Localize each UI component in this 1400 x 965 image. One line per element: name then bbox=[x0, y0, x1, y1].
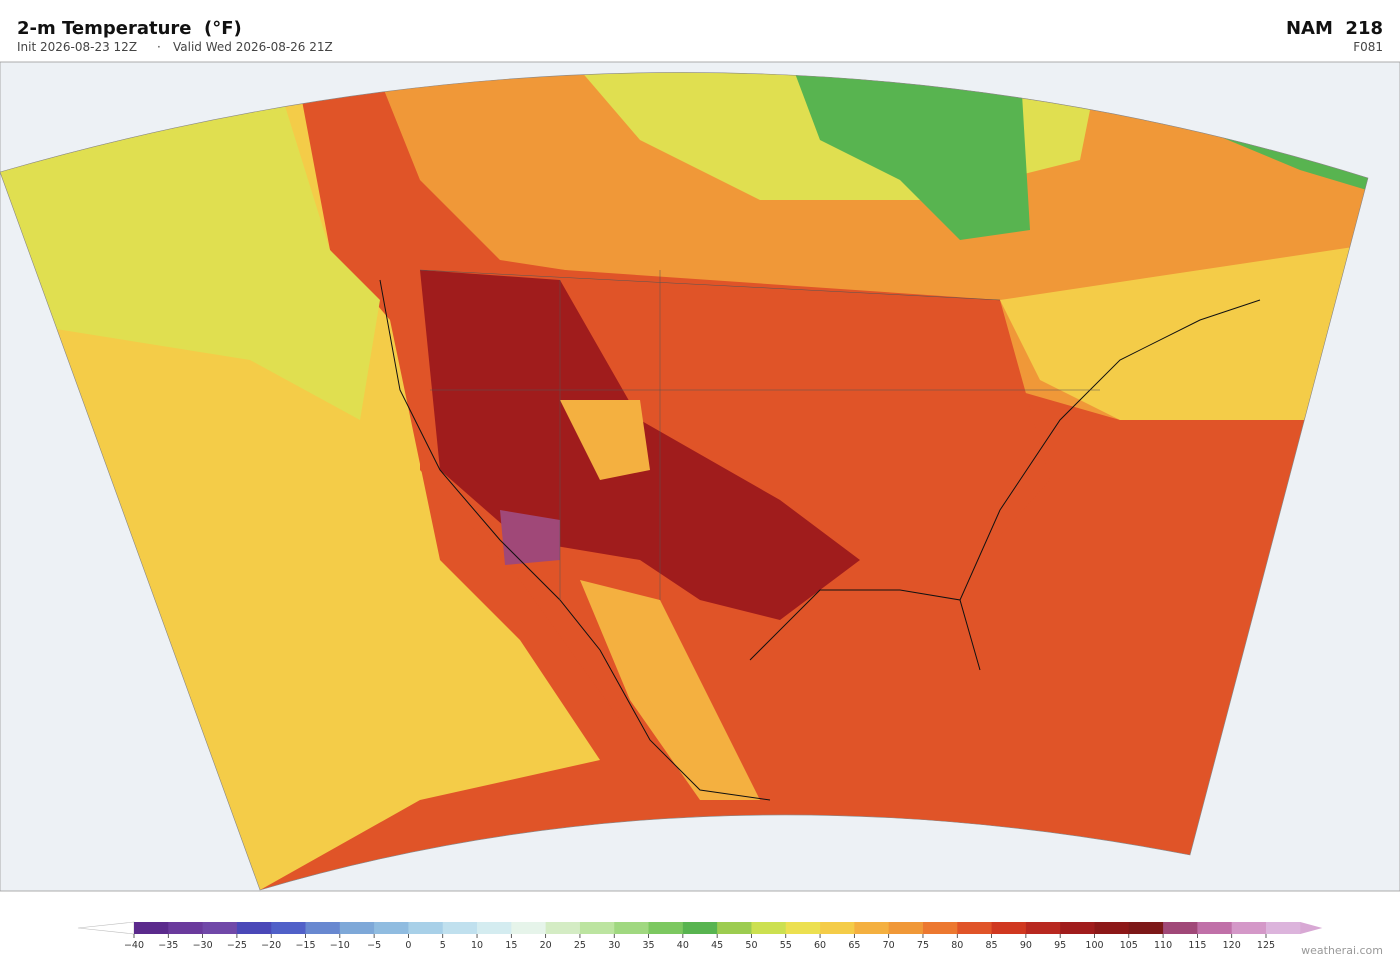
colorbar-tick-label: 120 bbox=[1223, 940, 1241, 951]
colorbar-segment bbox=[888, 922, 924, 934]
colorbar-tick-label: −15 bbox=[295, 940, 315, 951]
colorbar-segment bbox=[579, 922, 615, 934]
colorbar-tick-label: 60 bbox=[814, 940, 826, 951]
temperature-field bbox=[0, 72, 1368, 891]
borders bbox=[419, 269, 1100, 600]
colorbar-tick-label: 110 bbox=[1154, 940, 1172, 951]
colorbar-tick-label: 115 bbox=[1188, 940, 1206, 951]
colorbar-segment bbox=[408, 922, 444, 934]
colorbar-tick-label: 50 bbox=[745, 940, 757, 951]
colorbar-tick-label: −25 bbox=[227, 940, 247, 951]
colorbar-segment bbox=[477, 922, 512, 934]
field-desert-max bbox=[500, 510, 560, 565]
colorbar-segment bbox=[168, 922, 204, 934]
init-time: Init 2026-08-23 12Z bbox=[17, 40, 137, 54]
colorbar-under bbox=[77, 921, 135, 935]
colorbar-segment bbox=[339, 922, 375, 934]
colorbar-tick-label: 40 bbox=[677, 940, 689, 951]
colorbar: −40 −35 −30 −25 −20 −15 −10 −5 0 5 10 15 20 25 30 35 40 4… bbox=[77, 921, 1323, 951]
colorbar-segment bbox=[717, 922, 752, 934]
colorbar-segment bbox=[1060, 922, 1095, 934]
colorbar-tick-label: 80 bbox=[951, 940, 963, 951]
colorbar-segment bbox=[957, 922, 993, 934]
colorbar-tick-label: 75 bbox=[917, 940, 929, 951]
colorbar-segment bbox=[1128, 922, 1164, 934]
colorbar-segment bbox=[1231, 922, 1267, 934]
colorbar-tick-label: 100 bbox=[1085, 940, 1103, 951]
colorbar-segment bbox=[682, 922, 718, 934]
colorbar-tick-label: 125 bbox=[1257, 940, 1275, 951]
map bbox=[0, 61, 1400, 892]
colorbar-segment bbox=[1025, 922, 1061, 934]
colorbar-tick-label: −40 bbox=[124, 940, 144, 951]
field-hudson-bay bbox=[790, 72, 1030, 240]
colorbar-tick-label: 15 bbox=[505, 940, 517, 951]
colorbar-segment bbox=[511, 922, 547, 934]
colorbar-segment bbox=[785, 922, 821, 934]
colorbar-tick-label: −35 bbox=[158, 940, 178, 951]
colorbar-tick-label: 95 bbox=[1054, 940, 1066, 951]
colorbar-segment bbox=[614, 922, 650, 934]
colorbar-tick-label: 70 bbox=[883, 940, 895, 951]
colorbar-segment bbox=[854, 922, 890, 934]
colorbar-tick-label: 105 bbox=[1120, 940, 1138, 951]
colorbar-segment bbox=[545, 922, 581, 934]
field-northeast bbox=[1000, 240, 1368, 420]
colorbar-segment bbox=[648, 922, 684, 934]
field-rockies bbox=[560, 400, 650, 480]
colorbar-segment bbox=[442, 922, 478, 934]
domain-outline bbox=[0, 72, 1369, 891]
attribution: weatherai.com bbox=[1301, 944, 1383, 957]
field-mexico-highlands bbox=[580, 580, 760, 800]
colorbar-segment bbox=[820, 922, 855, 934]
colorbar-tick-label: 0 bbox=[405, 940, 411, 951]
colorbar-segment bbox=[271, 922, 307, 934]
colorbar-tick-label: 90 bbox=[1020, 940, 1032, 951]
colorbar-segment bbox=[1266, 922, 1301, 934]
colorbar-segment bbox=[236, 922, 272, 934]
colorbar-tick-label: 55 bbox=[780, 940, 792, 951]
colorbar-tick-label: −5 bbox=[367, 940, 381, 951]
separator: · bbox=[157, 40, 161, 54]
colorbar-segment bbox=[374, 922, 409, 934]
model-name: NAM 218 bbox=[1286, 18, 1383, 39]
colorbar-tick-label: 25 bbox=[574, 940, 586, 951]
colorbar-segment bbox=[922, 922, 958, 934]
valid-time: Valid Wed 2026-08-26 21Z bbox=[173, 40, 333, 54]
colorbar-segment bbox=[1163, 922, 1198, 934]
colorbar-segment bbox=[751, 922, 787, 934]
colorbar-tick-label: 5 bbox=[440, 940, 446, 951]
colorbar-segment bbox=[1094, 922, 1130, 934]
colorbar-tick-label: 20 bbox=[540, 940, 552, 951]
field-pacific-north bbox=[0, 90, 380, 420]
colorbar-over bbox=[1300, 922, 1323, 934]
colorbar-tick-label: 30 bbox=[608, 940, 620, 951]
colorbar-tick-label: −10 bbox=[330, 940, 350, 951]
colorbar-tick-label: −30 bbox=[193, 940, 213, 951]
title: 2-m Temperature (°F) bbox=[17, 18, 242, 39]
colorbar-tick-label: 65 bbox=[848, 940, 860, 951]
colorbar-tick-label: 45 bbox=[711, 940, 723, 951]
forecast-hour: F081 bbox=[1353, 40, 1383, 54]
colorbar-tick-label: 85 bbox=[986, 940, 998, 951]
colorbar-tick-label: 10 bbox=[471, 940, 483, 951]
colorbar-tick-label: 35 bbox=[642, 940, 654, 951]
colorbar-segment bbox=[134, 922, 169, 934]
colorbar-segment bbox=[202, 922, 238, 934]
colorbar-segment bbox=[305, 922, 341, 934]
colorbar-segment bbox=[991, 922, 1027, 934]
colorbar-tick-label: −20 bbox=[261, 940, 281, 951]
colorbar-segment bbox=[1197, 922, 1233, 934]
